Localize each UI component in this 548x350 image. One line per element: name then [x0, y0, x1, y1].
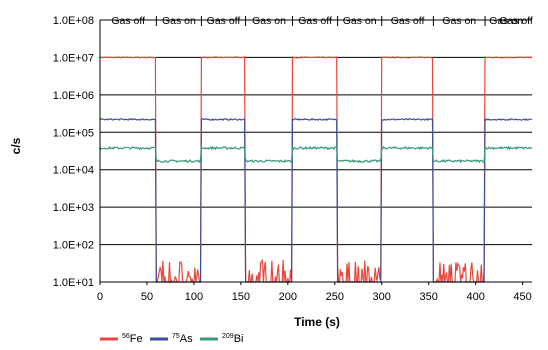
- legend: 56Fe 75As 209Bi: [100, 333, 243, 345]
- grid-layer: [100, 19, 532, 283]
- legend-mass-number: 56: [122, 333, 130, 340]
- legend-mass-number: 209: [222, 333, 234, 340]
- x-tick-label: 0: [97, 291, 103, 303]
- segment-label: Gas on: [162, 15, 196, 27]
- segment-label: Gas off: [207, 15, 241, 27]
- legend-element: Fe: [130, 333, 143, 345]
- legend-mass-number: 75: [172, 333, 180, 340]
- y-tick-label: 1.0E+01: [53, 277, 94, 289]
- x-tick-label: 250: [326, 291, 344, 303]
- segment-label: Gas off: [111, 15, 145, 27]
- segment-label: Gas on: [252, 15, 286, 27]
- segment-label: Gas off: [298, 15, 332, 27]
- x-tick-label: 50: [141, 291, 153, 303]
- y-tick-label: 1.0E+06: [53, 90, 94, 102]
- series-line-bi: [99, 145, 533, 164]
- segment-label: Gas off: [499, 15, 533, 27]
- x-tick-label: 300: [373, 291, 391, 303]
- y-tick-label: 1.0E+02: [53, 240, 94, 252]
- y-tick-label: 1.0E+04: [53, 165, 94, 177]
- annotation-layer: Gas off Gas on Gas off Gas on Gas off Gas on G…: [111, 15, 533, 27]
- x-tick-label: 350: [420, 291, 438, 303]
- legend-item-as: 75As: [150, 333, 193, 345]
- x-tick-label: 150: [232, 291, 250, 303]
- segment-label: Gas on: [489, 15, 523, 27]
- y-tick-label: 1.0E+08: [53, 15, 94, 27]
- segment-label: Gas on: [442, 15, 476, 27]
- y-tick-label: 1.0E+07: [53, 52, 94, 64]
- y-tick-label: 1.0E+03: [53, 202, 94, 214]
- legend-element: As: [180, 333, 193, 345]
- x-tick-label: 400: [466, 291, 484, 303]
- segment-label: Gas on: [343, 15, 377, 27]
- y-axis-label: c/s: [9, 137, 23, 154]
- legend-item-fe: 56Fe: [100, 333, 143, 345]
- x-tick-label: 100: [185, 291, 203, 303]
- x-tick-label: 200: [279, 291, 297, 303]
- legend-label: 209Bi: [222, 333, 243, 345]
- legend-label: 56Fe: [122, 333, 143, 345]
- x-axis-label: Time (s): [294, 315, 340, 329]
- legend-item-bi: 209Bi: [200, 333, 243, 345]
- series-line-as: [99, 117, 533, 283]
- x-tick-label: 450: [513, 291, 531, 303]
- segment-label: Gas off: [391, 15, 425, 27]
- axes-layer: 1.0E+08 1.0E+07 1.0E+06 1.0E+05 1.0E+04 1.0E+…: [53, 15, 532, 303]
- y-tick-label: 1.0E+05: [53, 127, 94, 139]
- legend-element: Bi: [234, 333, 244, 345]
- legend-label: 75As: [172, 333, 193, 345]
